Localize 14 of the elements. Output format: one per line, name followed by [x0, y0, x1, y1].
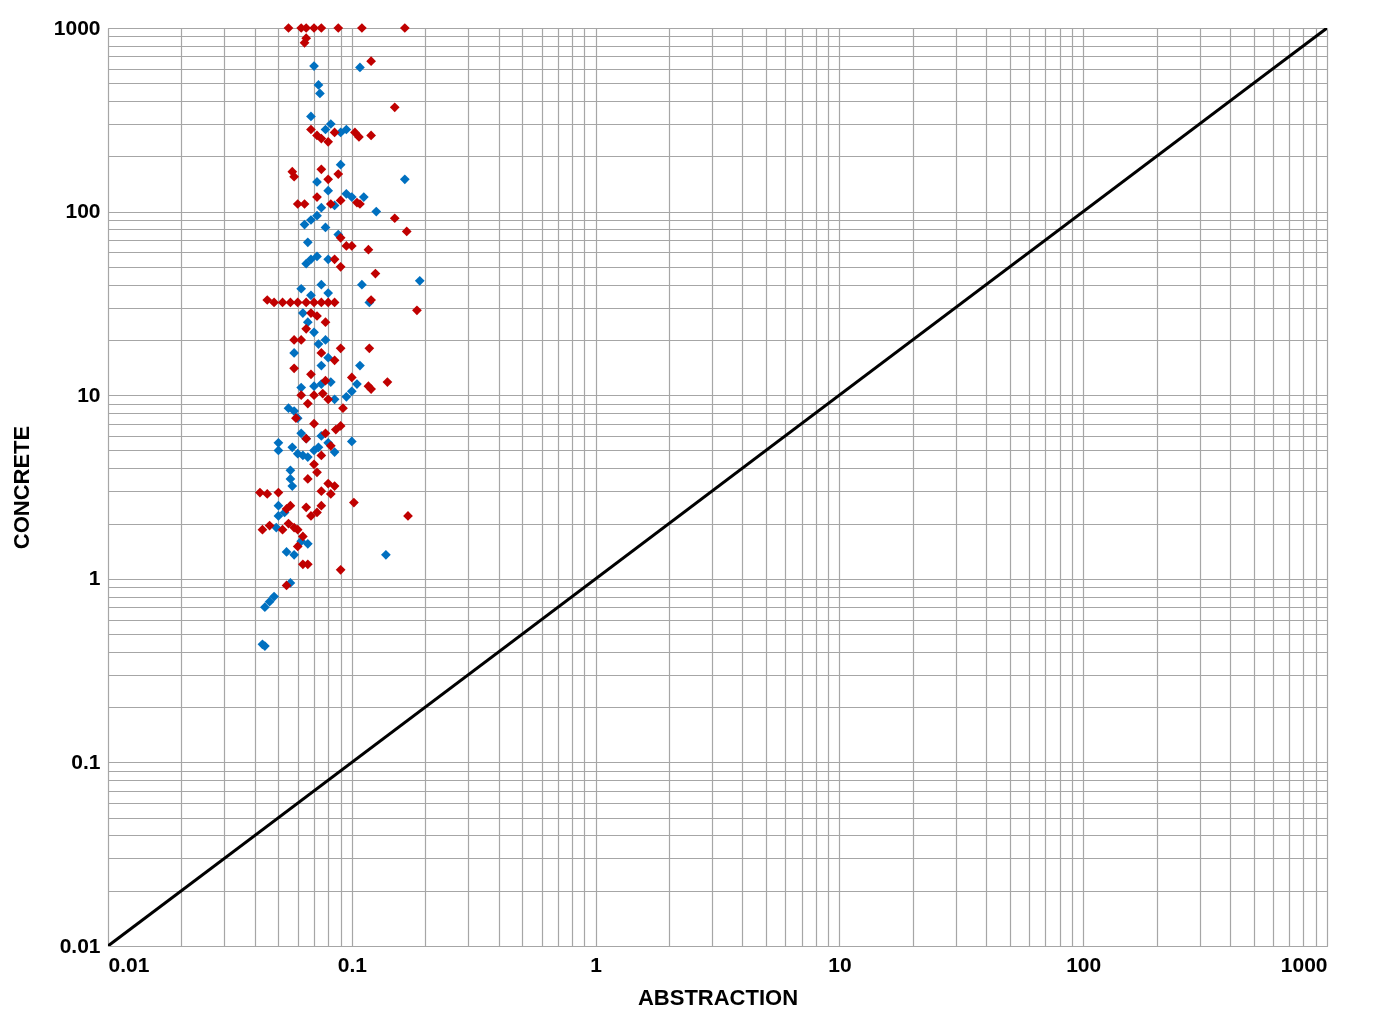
y-axis-title: CONCRETE	[8, 425, 34, 550]
y-tick-label: 0.01	[59, 933, 101, 957]
y-tick-label: 100	[65, 199, 101, 223]
x-tick-label: 1	[590, 952, 603, 976]
y-tick-label: 10	[77, 382, 101, 406]
x-axis-title: ABSTRACTION	[637, 984, 799, 1010]
x-tick-label: 0.01	[108, 952, 150, 976]
y-tick-label: 0.1	[71, 749, 101, 773]
y-tick-label: 1	[88, 566, 101, 590]
x-tick-label: 1000	[1280, 952, 1328, 976]
x-tick-label: 10	[828, 952, 852, 976]
x-tick-label: 100	[1066, 952, 1102, 976]
y-tick-label: 1000	[53, 15, 101, 39]
x-tick-label: 0.1	[337, 952, 368, 976]
